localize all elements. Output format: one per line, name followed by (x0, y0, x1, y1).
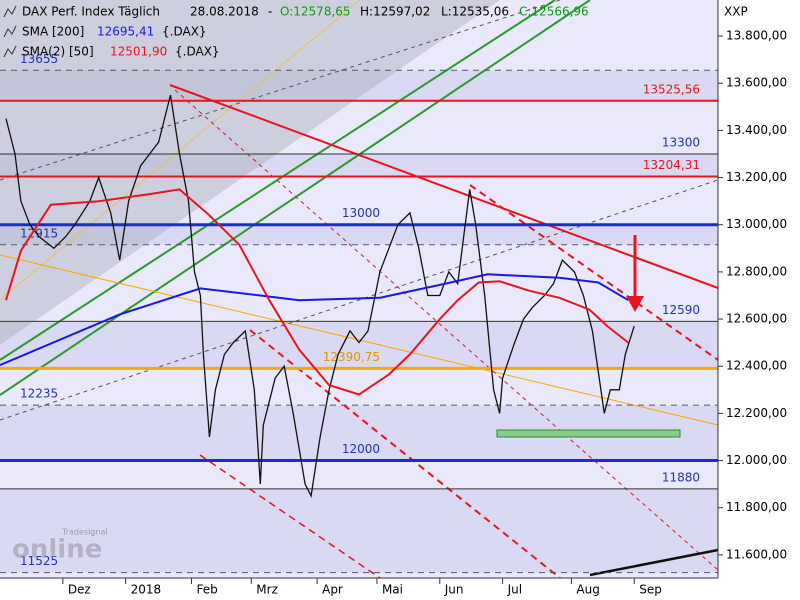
trendline (589, 548, 719, 577)
watermark-small: Tradesignal (61, 528, 108, 537)
x-axis-area (0, 578, 718, 600)
shaded-channel (0, 0, 500, 345)
legend-name: SMA(2) [50] (22, 45, 94, 59)
trendline (249, 329, 561, 579)
x-tick-label: Dez (68, 583, 91, 597)
series-line (5, 188, 629, 396)
x-tick-label: 2018 (131, 583, 162, 597)
plot (0, 94, 635, 498)
trendline (169, 84, 719, 289)
trendline (0, 254, 719, 426)
level-label: 13525,56 (643, 82, 700, 96)
level-label: 13655 (20, 52, 58, 66)
axes: 11.600,00 11.800,00 12.000,00 12.200,00 12.4… (62, 29, 787, 597)
trendline (199, 454, 381, 579)
currency: XXP (724, 5, 748, 19)
level-label: 12000 (342, 442, 380, 456)
level-label: 12235 (20, 387, 58, 401)
watermark: online (12, 535, 102, 565)
level-label: 11880 (662, 470, 700, 484)
y-tick-label: 13.200,00 (726, 170, 787, 184)
band (0, 488, 718, 573)
legend-symbol: {.DAX} (175, 45, 220, 59)
band (0, 0, 718, 71)
y-tick-label: 13.000,00 (726, 217, 787, 231)
band (0, 460, 718, 489)
trendline (174, 89, 719, 571)
trendline (0, 0, 561, 181)
trendline (0, 0, 591, 396)
y-tick-label: 13.400,00 (726, 123, 787, 137)
legend-value: 12695,41 (97, 25, 154, 39)
trendline (0, 0, 361, 301)
support-zone (496, 429, 681, 438)
arrow (626, 235, 644, 312)
header-close: C:12566,96 (519, 5, 589, 19)
icon (3, 5, 17, 18)
y-tick-label: 12.400,00 (726, 359, 787, 373)
header-open: O:12578,65 (280, 5, 351, 19)
x-tick-label: Sep (639, 583, 662, 597)
y-tick-label: 13.800,00 (726, 29, 787, 43)
header-dash: - (268, 5, 272, 19)
trendline (469, 184, 719, 361)
legend-name: SMA [200] (22, 25, 84, 39)
icon (3, 25, 17, 38)
trendlines (0, 0, 719, 579)
y-tick-label: 12.800,00 (726, 264, 787, 278)
y-tick-label: 11.800,00 (726, 500, 787, 514)
x-tick-label: Mai (382, 583, 403, 597)
band (0, 224, 718, 245)
level-label: 12590 (662, 303, 700, 317)
levels: 13655 13525,56 13300 13204,31 13000 12915 1259… (0, 52, 718, 574)
level-label: 12390,75 (323, 350, 380, 364)
bands (0, 0, 718, 578)
band (0, 153, 718, 177)
y-tick-label: 13.600,00 (726, 76, 787, 90)
y-axis-area (718, 0, 800, 600)
header-date: 28.08.2018 (190, 5, 259, 19)
level-label: 11525 (20, 554, 58, 568)
x-tick-label: Jul (507, 583, 522, 597)
x-tick-label: Apr (322, 583, 343, 597)
band (0, 572, 718, 578)
icon (3, 45, 17, 58)
y-tick-label: 12.200,00 (726, 406, 787, 420)
series-line (5, 94, 635, 498)
level-label: 13000 (342, 206, 380, 220)
band (0, 321, 718, 369)
level-label: 13300 (662, 135, 700, 149)
header-high: H:12597,02 (360, 5, 430, 19)
y-tick-label: 12.000,00 (726, 453, 787, 467)
arrow-head (626, 296, 644, 312)
header-low: L:12535,06 (441, 5, 509, 19)
legend-symbol: {.DAX} (162, 25, 207, 39)
level-label: 12915 (20, 226, 58, 240)
y-tick-label: 12.600,00 (726, 312, 787, 326)
legend-value: 12501,90 (110, 45, 167, 59)
trendline (0, 179, 719, 421)
y-tick-label: 11.600,00 (726, 547, 787, 561)
band (0, 70, 718, 101)
x-tick-label: Mrz (256, 583, 278, 597)
header-title: DAX Perf. Index Täglich (22, 5, 160, 19)
level-label: 13204,31 (643, 158, 700, 172)
header: DAX Perf. Index Täglich 28.08.2018 - O:1… (3, 5, 589, 59)
x-tick-label: Jun (444, 583, 464, 597)
x-tick-label: Aug (576, 583, 599, 597)
series-line (0, 273, 629, 367)
x-tick-label: Feb (196, 583, 217, 597)
